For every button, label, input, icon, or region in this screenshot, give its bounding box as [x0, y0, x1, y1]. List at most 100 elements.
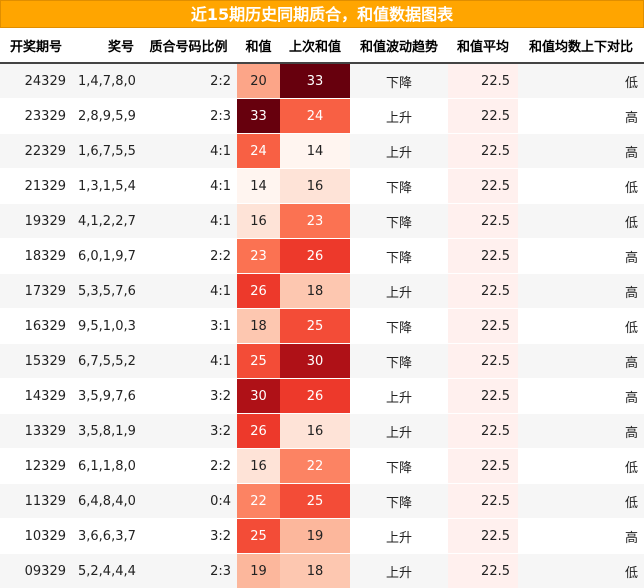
- cell-numbers: 6,7,5,5,2: [72, 344, 140, 379]
- history-table: 开奖期号 奖号 质合号码比例 和值 上次和值 和值波动趋势 和值平均 和值均数上…: [0, 28, 644, 588]
- header-avg: 和值平均: [448, 28, 518, 63]
- cell-compare: 高: [518, 239, 644, 274]
- cell-compare: 低: [518, 449, 644, 484]
- cell-avg: 22.5: [448, 239, 518, 274]
- cell-trend: 下降: [350, 239, 448, 274]
- cell-avg: 22.5: [448, 309, 518, 344]
- cell-trend: 上升: [350, 274, 448, 309]
- cell-issue: 19329: [0, 204, 72, 239]
- cell-trend: 下降: [350, 449, 448, 484]
- cell-trend: 上升: [350, 99, 448, 134]
- cell-sum: 26: [237, 274, 280, 309]
- cell-avg: 22.5: [448, 484, 518, 519]
- cell-compare: 低: [518, 309, 644, 344]
- cell-prev-sum: 26: [280, 379, 350, 414]
- cell-compare: 高: [518, 414, 644, 449]
- cell-compare: 低: [518, 63, 644, 99]
- cell-sum: 14: [237, 169, 280, 204]
- cell-issue: 09329: [0, 554, 72, 588]
- cell-ratio: 2:3: [140, 554, 237, 588]
- cell-prev-sum: 23: [280, 204, 350, 239]
- cell-issue: 21329: [0, 169, 72, 204]
- cell-trend: 下降: [350, 169, 448, 204]
- cell-prev-sum: 18: [280, 554, 350, 588]
- cell-issue: 12329: [0, 449, 72, 484]
- cell-avg: 22.5: [448, 169, 518, 204]
- header-compare: 和值均数上下对比: [518, 28, 644, 63]
- cell-numbers: 3,6,6,3,7: [72, 519, 140, 554]
- cell-numbers: 9,5,1,0,3: [72, 309, 140, 344]
- cell-ratio: 2:3: [140, 99, 237, 134]
- cell-trend: 下降: [350, 484, 448, 519]
- cell-trend: 下降: [350, 63, 448, 99]
- cell-trend: 上升: [350, 414, 448, 449]
- cell-issue: 15329: [0, 344, 72, 379]
- cell-avg: 22.5: [448, 204, 518, 239]
- cell-compare: 低: [518, 169, 644, 204]
- cell-sum: 25: [237, 344, 280, 379]
- cell-issue: 22329: [0, 134, 72, 169]
- cell-prev-sum: 24: [280, 99, 350, 134]
- cell-compare: 高: [518, 344, 644, 379]
- cell-prev-sum: 19: [280, 519, 350, 554]
- cell-ratio: 2:2: [140, 449, 237, 484]
- header-ratio: 质合号码比例: [140, 28, 237, 63]
- cell-issue: 16329: [0, 309, 72, 344]
- header-numbers: 奖号: [72, 28, 140, 63]
- cell-sum: 26: [237, 414, 280, 449]
- cell-sum: 18: [237, 309, 280, 344]
- cell-trend: 上升: [350, 519, 448, 554]
- cell-sum: 16: [237, 204, 280, 239]
- cell-compare: 高: [518, 274, 644, 309]
- cell-trend: 下降: [350, 344, 448, 379]
- cell-compare: 低: [518, 484, 644, 519]
- cell-trend: 上升: [350, 379, 448, 414]
- cell-numbers: 6,4,8,4,0: [72, 484, 140, 519]
- cell-avg: 22.5: [448, 344, 518, 379]
- cell-issue: 10329: [0, 519, 72, 554]
- cell-numbers: 4,1,2,2,7: [72, 204, 140, 239]
- cell-issue: 17329: [0, 274, 72, 309]
- cell-numbers: 6,1,1,8,0: [72, 449, 140, 484]
- cell-prev-sum: 22: [280, 449, 350, 484]
- header-row: 开奖期号 奖号 质合号码比例 和值 上次和值 和值波动趋势 和值平均 和值均数上…: [0, 28, 644, 63]
- cell-numbers: 6,0,1,9,7: [72, 239, 140, 274]
- cell-sum: 19: [237, 554, 280, 588]
- cell-prev-sum: 33: [280, 63, 350, 99]
- cell-trend: 上升: [350, 134, 448, 169]
- cell-numbers: 2,8,9,5,9: [72, 99, 140, 134]
- cell-compare: 高: [518, 134, 644, 169]
- cell-issue: 24329: [0, 63, 72, 99]
- cell-prev-sum: 14: [280, 134, 350, 169]
- cell-compare: 低: [518, 204, 644, 239]
- cell-compare: 高: [518, 99, 644, 134]
- cell-avg: 22.5: [448, 63, 518, 99]
- cell-numbers: 5,3,5,7,6: [72, 274, 140, 309]
- cell-issue: 14329: [0, 379, 72, 414]
- cell-sum: 25: [237, 519, 280, 554]
- header-trend: 和值波动趋势: [350, 28, 448, 63]
- cell-prev-sum: 16: [280, 414, 350, 449]
- cell-avg: 22.5: [448, 134, 518, 169]
- cell-sum: 30: [237, 379, 280, 414]
- cell-ratio: 3:2: [140, 519, 237, 554]
- cell-avg: 22.5: [448, 274, 518, 309]
- cell-ratio: 0:4: [140, 484, 237, 519]
- cell-ratio: 4:1: [140, 274, 237, 309]
- cell-compare: 高: [518, 379, 644, 414]
- cell-issue: 23329: [0, 99, 72, 134]
- cell-prev-sum: 30: [280, 344, 350, 379]
- cell-sum: 23: [237, 239, 280, 274]
- cell-numbers: 5,2,4,4,4: [72, 554, 140, 588]
